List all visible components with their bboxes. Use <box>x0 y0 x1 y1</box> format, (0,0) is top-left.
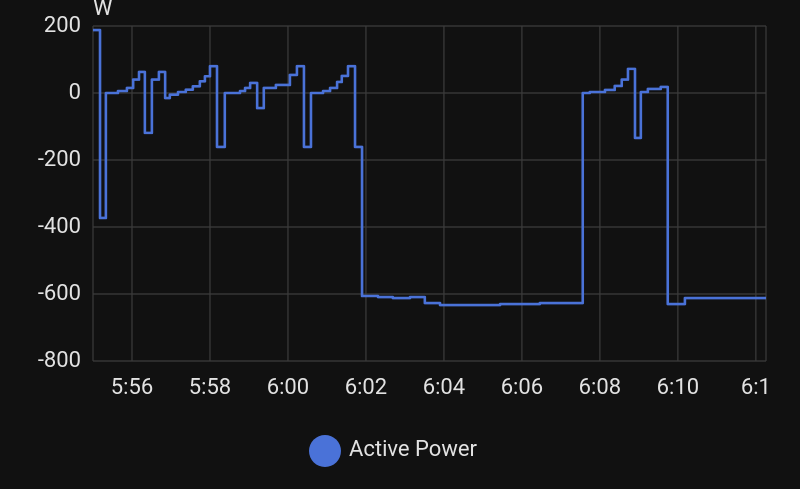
y-axis-unit: W <box>93 0 113 21</box>
y-tick-label: 200 <box>44 13 81 38</box>
x-tick-label: 5:56 <box>111 375 153 400</box>
x-tick-label: 6:00 <box>267 375 309 400</box>
x-tick-label: 6:06 <box>501 375 543 400</box>
x-tick-label: 6:08 <box>579 375 621 400</box>
y-tick-label: -400 <box>38 214 81 239</box>
y-tick-label: -600 <box>38 281 81 306</box>
legend-swatch[interactable] <box>309 435 341 467</box>
x-tick-label: 5:58 <box>189 375 231 400</box>
y-tick-label: -800 <box>38 348 81 373</box>
legend-label[interactable]: Active Power <box>349 437 478 462</box>
y-tick-label: -200 <box>38 147 81 172</box>
data-line <box>93 28 766 307</box>
x-tick-label: 6:02 <box>345 375 387 400</box>
y-tick-label: 0 <box>69 80 81 105</box>
x-tick-label: 6:1 <box>741 375 771 400</box>
x-tick-label: 6:04 <box>423 375 465 400</box>
x-tick-label: 6:10 <box>657 375 699 400</box>
